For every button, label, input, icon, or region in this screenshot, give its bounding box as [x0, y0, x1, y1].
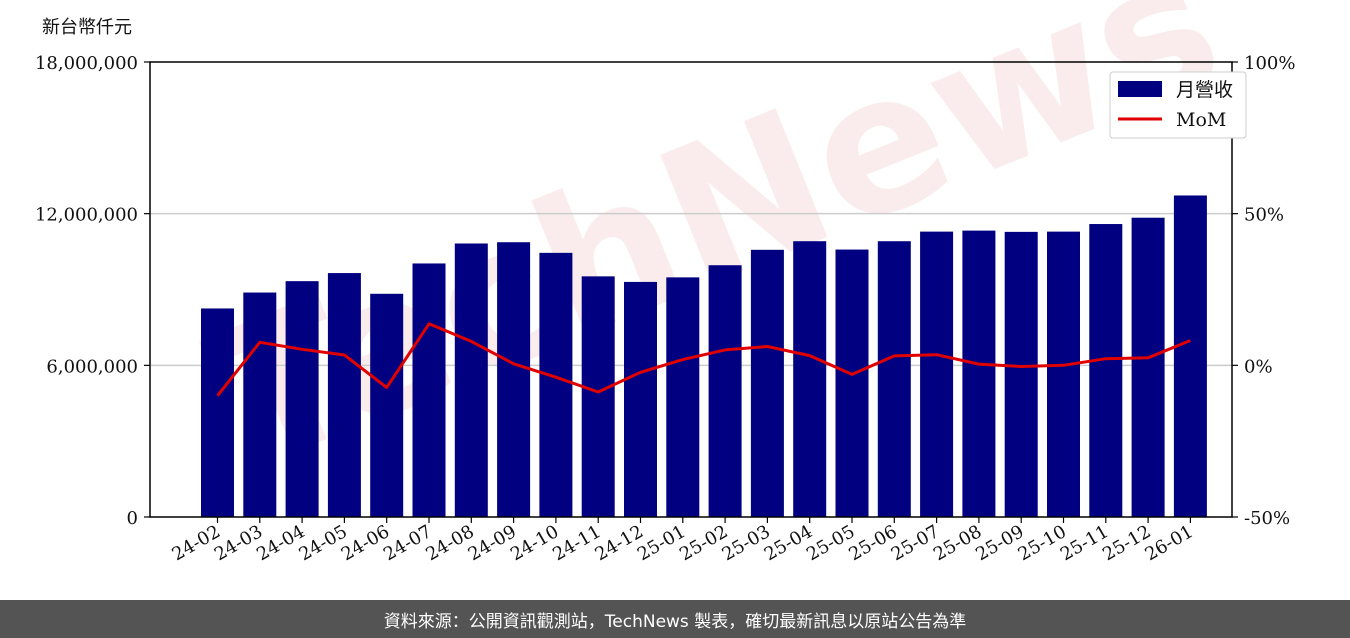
plot-frame	[149, 61, 1233, 518]
legend-swatch-bar	[1118, 81, 1162, 97]
bar-25-07	[920, 231, 954, 517]
bar-24-11	[581, 276, 615, 517]
left-tick-label: 12,000,000	[35, 205, 138, 226]
bar-25-02	[708, 265, 742, 517]
bar-26-01	[1173, 195, 1207, 517]
bar-25-01	[666, 277, 700, 517]
legend-label-revenue: 月營收	[1176, 79, 1233, 101]
bar-24-02	[201, 308, 234, 517]
bar-24-10	[539, 252, 573, 517]
bar-25-06	[877, 241, 911, 517]
footer-text: 資料來源：公開資訊觀測站，TechNews 製表，確切最新訊息以原站公告為準	[383, 611, 967, 632]
bar-25-08	[962, 230, 996, 517]
bar-25-05	[835, 249, 869, 518]
bar-25-09	[1004, 231, 1038, 517]
bar-25-11	[1089, 224, 1123, 517]
y-axis-unit-label: 新台幣仟元	[42, 17, 132, 38]
right-tick-label: 100%	[1244, 53, 1295, 74]
left-tick-label: 6,000,000	[46, 356, 138, 377]
bar-series	[201, 195, 1207, 518]
bar-24-07	[412, 263, 446, 517]
bar-25-04	[793, 241, 827, 517]
bar-24-03	[243, 292, 277, 517]
source-footer: 資料來源：公開資訊觀測站，TechNews 製表，確切最新訊息以原站公告為準	[0, 600, 1350, 638]
bar-25-10	[1047, 231, 1080, 517]
left-tick-label: 0	[127, 508, 138, 529]
revenue-chart: TechNews 06,000,00012,000,00018,000,000-…	[35, 0, 1296, 565]
bar-24-08	[454, 243, 488, 517]
bar-25-03	[750, 249, 784, 517]
right-tick-label: -50%	[1244, 508, 1290, 529]
bar-24-12	[624, 281, 657, 517]
legend-label-mom: MoM	[1176, 109, 1226, 131]
bar-24-09	[497, 242, 531, 517]
mom-series	[216, 322, 1191, 397]
right-tick-label: 50%	[1244, 205, 1284, 226]
left-tick-label: 18,000,000	[35, 53, 138, 74]
bar-24-05	[327, 273, 361, 517]
right-tick-label: 0%	[1244, 356, 1273, 377]
legend: 月營收 MoM	[1109, 71, 1247, 139]
bar-25-12	[1131, 217, 1165, 517]
x-tick-label: 26-01	[1141, 521, 1196, 565]
mom-line	[216, 322, 1191, 397]
bar-24-06	[370, 293, 404, 517]
bar-24-04	[285, 281, 319, 517]
